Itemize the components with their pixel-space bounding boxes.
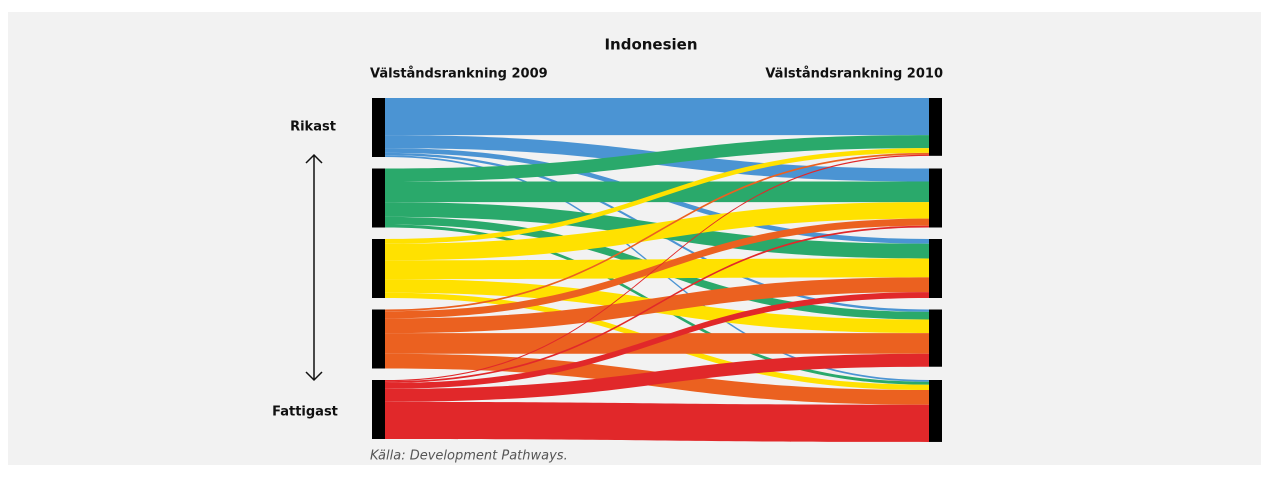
top-label: Rikast bbox=[290, 120, 336, 135]
left-node bbox=[372, 380, 385, 439]
left-node bbox=[372, 239, 385, 298]
flow bbox=[385, 154, 929, 382]
left-label: Välståndsrankning 2009 bbox=[370, 67, 548, 82]
right-node bbox=[929, 309, 942, 367]
source-note: Källa: Development Pathways. bbox=[370, 449, 568, 464]
right-node bbox=[929, 380, 942, 442]
right-node bbox=[929, 239, 942, 298]
nodes bbox=[372, 98, 942, 442]
flow bbox=[385, 135, 929, 182]
left-node bbox=[372, 98, 385, 157]
rank-arrow bbox=[305, 153, 323, 382]
left-node bbox=[372, 168, 385, 228]
flow bbox=[385, 292, 929, 389]
flow bbox=[385, 98, 929, 136]
right-node bbox=[929, 168, 942, 228]
left-node bbox=[372, 309, 385, 369]
flow bbox=[385, 181, 929, 203]
flow bbox=[385, 401, 929, 442]
bottom-label: Fattigast bbox=[272, 405, 338, 420]
right-node bbox=[929, 98, 942, 156]
right-label: Välståndsrankning 2010 bbox=[765, 67, 943, 82]
chart-title: Indonesien bbox=[604, 36, 697, 54]
flows bbox=[385, 98, 929, 442]
flow bbox=[385, 148, 929, 244]
flow bbox=[385, 353, 929, 402]
flow bbox=[385, 225, 929, 383]
flow bbox=[385, 152, 929, 312]
